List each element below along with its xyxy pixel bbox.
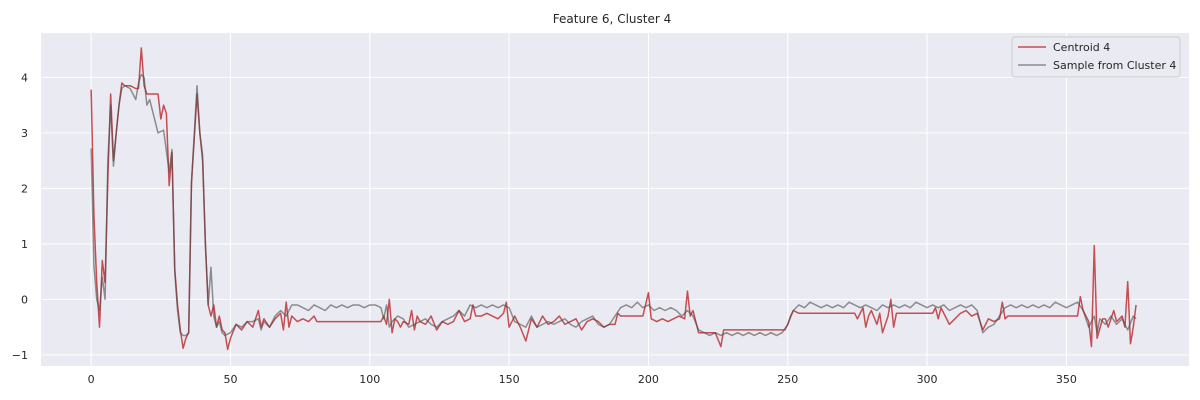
x-tick-label: 150 xyxy=(499,373,520,386)
y-tick-labels: −1 0 1 2 3 4 xyxy=(12,71,28,362)
x-tick-label: 200 xyxy=(638,373,659,386)
x-tick-label: 0 xyxy=(88,373,95,386)
series-layer xyxy=(90,47,1137,351)
series-line-sample xyxy=(90,73,1137,337)
legend-box xyxy=(1011,36,1181,78)
y-tick-label: 2 xyxy=(21,182,28,195)
y-tick-label: 3 xyxy=(21,127,28,140)
x-tick-label: 350 xyxy=(1056,373,1077,386)
x-tick-label: 100 xyxy=(359,373,380,386)
chart-title: Feature 6, Cluster 4 xyxy=(553,12,671,26)
y-gridlines xyxy=(41,76,1189,356)
x-tick-label: 50 xyxy=(223,373,237,386)
plot-area xyxy=(41,33,1189,366)
y-tick-label: 0 xyxy=(21,293,28,306)
legend-label-sample: Sample from Cluster 4 xyxy=(1053,59,1176,72)
x-gridlines xyxy=(90,33,1067,366)
y-tick-label: −1 xyxy=(12,349,28,362)
y-tick-label: 4 xyxy=(21,71,28,84)
x-tick-label: 300 xyxy=(917,373,938,386)
y-tick-label: 1 xyxy=(21,238,28,251)
x-tick-labels: 0 50 100 150 200 250 300 350 xyxy=(88,373,1077,386)
legend-label-centroid: Centroid 4 xyxy=(1053,41,1110,54)
legend: Centroid 4 Sample from Cluster 4 xyxy=(1011,36,1181,78)
x-tick-label: 250 xyxy=(777,373,798,386)
